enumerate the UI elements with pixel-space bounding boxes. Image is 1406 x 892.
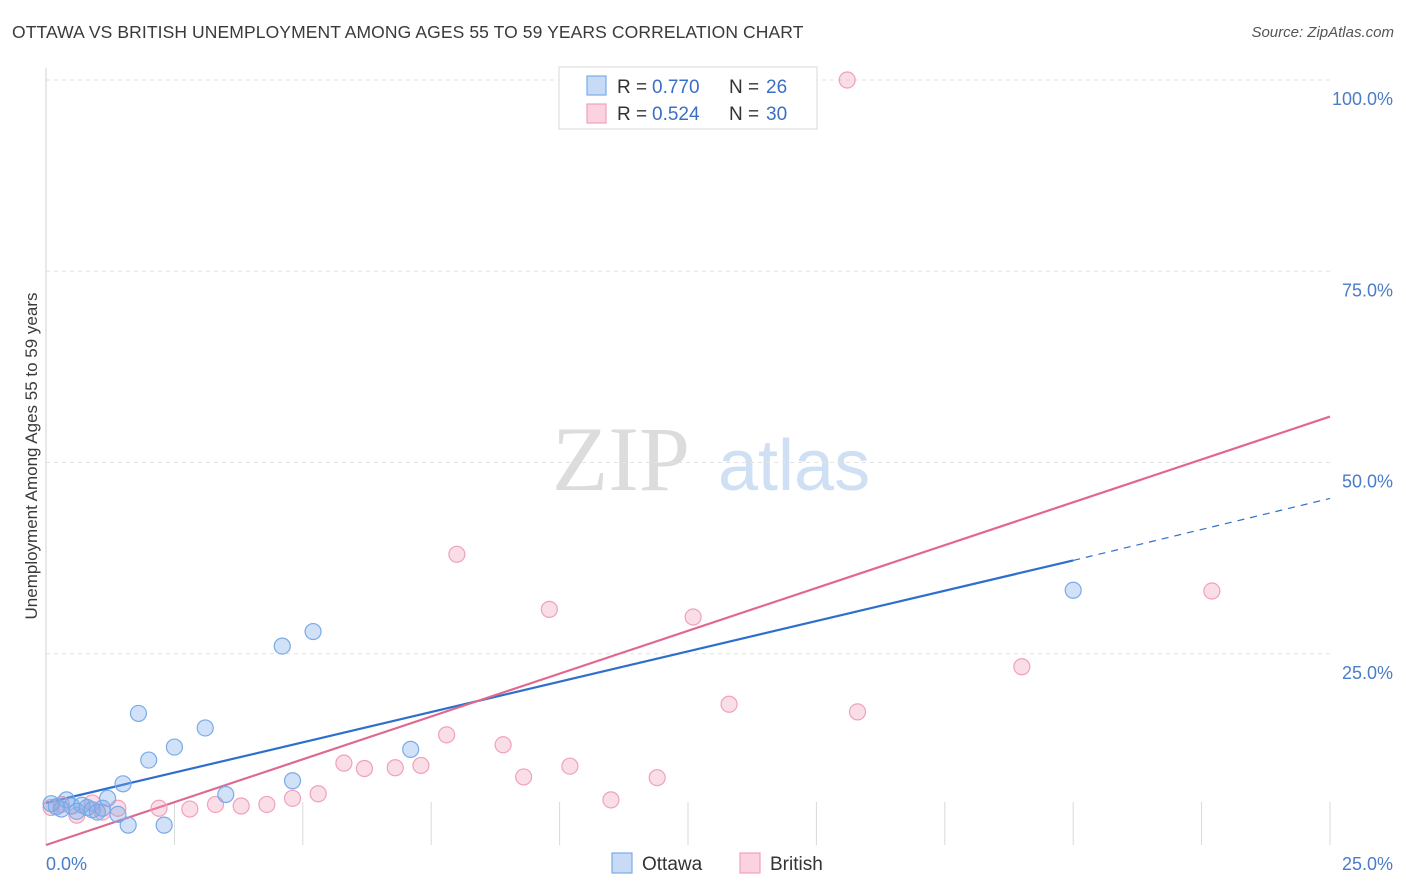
y-tick-label: 100.0% bbox=[1332, 89, 1393, 109]
point-british bbox=[355, 759, 374, 778]
point-ottawa bbox=[93, 799, 112, 817]
point-british bbox=[720, 695, 738, 713]
point-ottawa bbox=[165, 738, 183, 756]
legend-swatch-british bbox=[586, 103, 607, 124]
chart-title: OTTAWA VS BRITISH UNEMPLOYMENT AMONG AGE… bbox=[12, 22, 804, 42]
bottom-legend-label-ottawa: Ottawa bbox=[642, 854, 703, 875]
trend-lines bbox=[45, 415, 1331, 847]
point-british bbox=[602, 791, 620, 809]
bottom-legend-label-british: British bbox=[770, 854, 823, 875]
point-british bbox=[648, 769, 666, 787]
point-ottawa bbox=[129, 704, 148, 723]
point-ottawa bbox=[99, 789, 117, 807]
legend-r-label-british: R = bbox=[617, 104, 647, 125]
legend-n-label-british: N = bbox=[729, 104, 759, 125]
point-ottawa bbox=[196, 719, 214, 737]
point-british bbox=[206, 795, 225, 814]
bottom-legend-swatch-ottawa bbox=[611, 852, 633, 874]
trend-line-ottawa-projection bbox=[1073, 497, 1331, 562]
point-british bbox=[1013, 658, 1031, 676]
point-ottawa bbox=[273, 637, 291, 655]
point-british bbox=[684, 608, 702, 626]
point-british bbox=[838, 71, 856, 89]
y-tick-label: 25.0% bbox=[1342, 663, 1393, 683]
point-ottawa bbox=[304, 622, 322, 641]
point-british bbox=[848, 703, 867, 721]
legend-swatch-ottawa bbox=[586, 75, 607, 96]
point-british bbox=[258, 795, 276, 814]
legend-r-value-ottawa: 0.770 bbox=[652, 77, 700, 98]
point-ottawa bbox=[47, 798, 65, 816]
y-axis-title: Unemployment Among Ages 55 to 59 years bbox=[22, 293, 41, 620]
point-ottawa bbox=[140, 751, 158, 769]
watermark-atlas: atlas bbox=[718, 426, 870, 506]
trend-line-ottawa bbox=[45, 559, 1074, 804]
y-tick-label: 50.0% bbox=[1342, 472, 1393, 492]
point-ottawa bbox=[217, 785, 235, 804]
x-tick-label-end: 25.0% bbox=[1342, 854, 1393, 874]
legend-r-value-british: 0.524 bbox=[652, 104, 700, 125]
point-british bbox=[386, 759, 404, 777]
point-british bbox=[181, 800, 199, 818]
point-british bbox=[412, 756, 430, 775]
legend-n-label-ottawa: N = bbox=[729, 77, 759, 98]
point-british bbox=[232, 797, 250, 815]
point-british bbox=[515, 768, 533, 786]
series-legend: Ottawa British bbox=[611, 852, 823, 875]
legend-r-label-ottawa: R = bbox=[617, 77, 647, 98]
point-ottawa bbox=[155, 816, 173, 834]
point-ottawa bbox=[109, 805, 127, 824]
point-british bbox=[561, 757, 579, 775]
y-tick-label: 75.0% bbox=[1342, 280, 1393, 300]
data-points bbox=[42, 71, 1221, 834]
watermark-zip: ZIP bbox=[552, 408, 690, 510]
point-british bbox=[309, 785, 327, 803]
point-ottawa bbox=[114, 775, 132, 793]
point-ottawa bbox=[402, 740, 420, 758]
point-ottawa bbox=[119, 816, 137, 834]
legend-n-value-british: 30 bbox=[766, 104, 787, 125]
point-british bbox=[335, 754, 353, 772]
source-label: Source: ZipAtlas.com bbox=[1251, 24, 1394, 41]
bottom-legend-swatch-british bbox=[739, 852, 761, 874]
point-british bbox=[448, 545, 466, 563]
point-british bbox=[150, 799, 168, 817]
point-british bbox=[540, 600, 558, 618]
point-ottawa bbox=[283, 772, 302, 790]
trend-line-british bbox=[45, 415, 1331, 847]
point-british bbox=[283, 789, 302, 807]
x-tick-label-start: 0.0% bbox=[46, 854, 87, 874]
point-british bbox=[494, 736, 512, 754]
point-british bbox=[438, 726, 456, 744]
legend-n-value-ottawa: 26 bbox=[766, 77, 787, 98]
gridlines bbox=[46, 79, 1330, 655]
correlation-legend: R = 0.770 N = 26 R = 0.524 N = 30 bbox=[558, 66, 818, 130]
point-british bbox=[1203, 582, 1221, 600]
point-ottawa bbox=[1064, 581, 1082, 599]
